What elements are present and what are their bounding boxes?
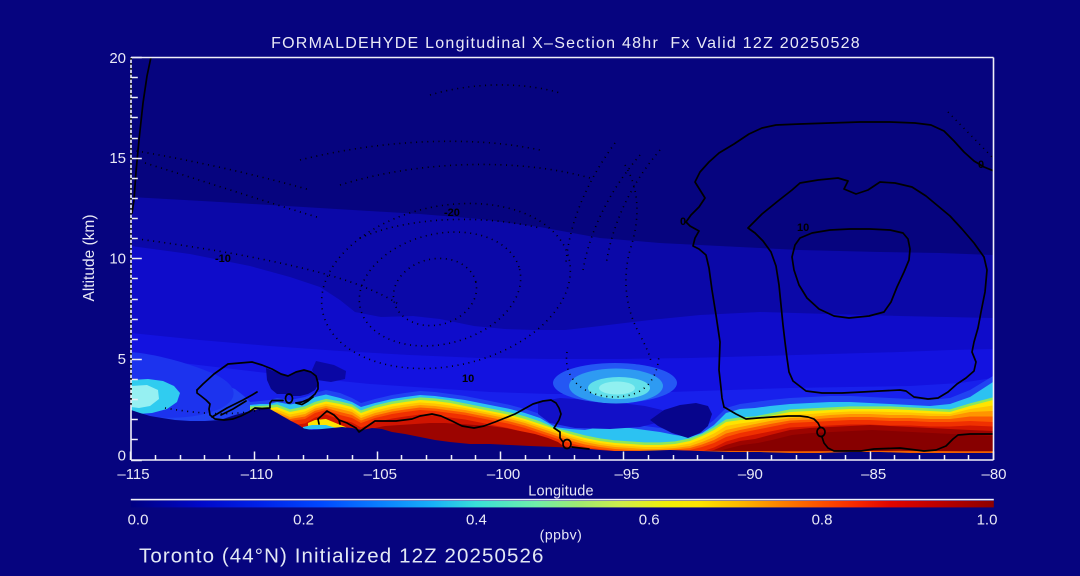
svg-text:0.0: 0.0 (128, 512, 149, 529)
svg-text:20: 20 (109, 50, 126, 67)
svg-text:–90: –90 (738, 466, 763, 483)
svg-text:-10: -10 (215, 253, 231, 265)
svg-text:0: 0 (680, 216, 686, 228)
svg-text:10: 10 (797, 222, 809, 234)
svg-text:0: 0 (978, 159, 984, 171)
svg-text:Toronto (44°N) Initialized 12Z: Toronto (44°N) Initialized 12Z 20250526 (139, 545, 545, 568)
svg-text:-20: -20 (444, 207, 460, 219)
svg-text:–110: –110 (241, 466, 273, 483)
svg-text:10: 10 (109, 251, 126, 268)
svg-text:(ppbv): (ppbv) (540, 527, 583, 543)
svg-text:Altitude (km): Altitude (km) (81, 215, 98, 302)
svg-text:10: 10 (462, 373, 474, 385)
svg-text:–95: –95 (614, 466, 639, 483)
svg-text:–115: –115 (117, 466, 149, 483)
svg-text:–100: –100 (487, 466, 520, 483)
svg-text:5: 5 (118, 351, 126, 368)
svg-text:0.2: 0.2 (293, 512, 314, 529)
svg-text:0.6: 0.6 (639, 512, 660, 529)
svg-text:0.8: 0.8 (812, 512, 833, 529)
svg-text:15: 15 (109, 150, 126, 167)
svg-text:0: 0 (118, 447, 126, 464)
svg-text:1.0: 1.0 (977, 512, 998, 529)
svg-text:FORMALDEHYDE Longitudinal X–Se: FORMALDEHYDE Longitudinal X–Section 48hr… (271, 35, 861, 52)
svg-text:–80: –80 (981, 466, 1006, 483)
svg-text:–85: –85 (861, 466, 886, 483)
svg-text:0.4: 0.4 (466, 512, 487, 529)
svg-text:Longitude: Longitude (528, 484, 594, 500)
svg-text:–105: –105 (364, 466, 397, 483)
